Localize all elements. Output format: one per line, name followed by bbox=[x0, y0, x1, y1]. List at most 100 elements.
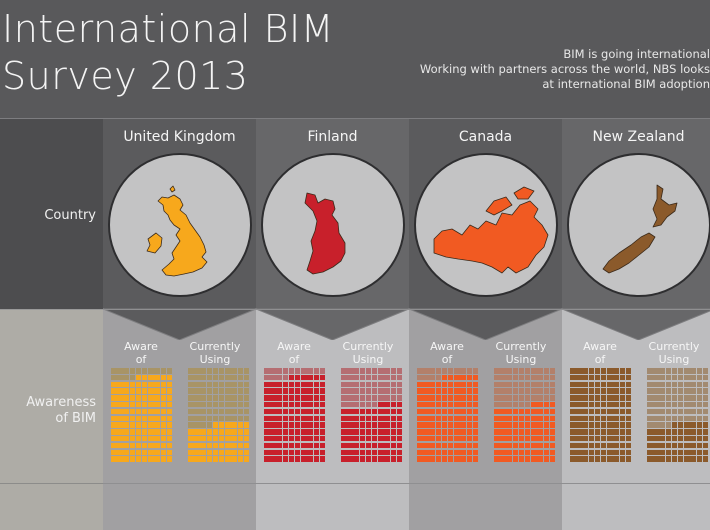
waffle-cell bbox=[194, 435, 200, 442]
waffle-cell bbox=[460, 422, 466, 428]
waffle-cell bbox=[435, 368, 442, 374]
waffle-cell bbox=[117, 415, 123, 422]
waffle-cell bbox=[313, 374, 319, 381]
waffle-cell bbox=[417, 408, 423, 415]
waffle-cell bbox=[659, 368, 665, 374]
waffle-cell bbox=[154, 388, 160, 394]
waffle-cell bbox=[396, 381, 403, 388]
waffle-cell bbox=[466, 449, 472, 456]
waffle-cell bbox=[264, 449, 270, 456]
waffle-cell bbox=[347, 449, 353, 456]
waffle-cell bbox=[524, 368, 531, 374]
waffle-cell bbox=[135, 388, 142, 394]
waffle-cell bbox=[396, 388, 403, 394]
waffle-cell bbox=[160, 395, 166, 401]
waffle-cell bbox=[319, 395, 326, 401]
waffle-cell bbox=[537, 449, 543, 456]
waffle-cell bbox=[512, 374, 519, 381]
waffle-cell bbox=[518, 435, 525, 442]
waffle-cell bbox=[288, 456, 295, 462]
columns-row-divider-1 bbox=[103, 309, 710, 310]
waffle-cell bbox=[353, 381, 359, 388]
waffle-cell bbox=[135, 442, 142, 449]
waffle-cell bbox=[690, 381, 696, 388]
waffle-cell bbox=[347, 368, 353, 374]
waffle-cell bbox=[166, 415, 173, 422]
waffle-cell bbox=[294, 449, 301, 456]
waffle-cell bbox=[647, 381, 653, 388]
waffle-cell bbox=[371, 374, 378, 381]
waffle-cell bbox=[166, 456, 173, 462]
waffle-cell bbox=[194, 395, 200, 401]
waffle-cell bbox=[307, 429, 313, 435]
waffle-cell bbox=[313, 442, 319, 449]
waffle-cell bbox=[524, 381, 531, 388]
waffle-cell bbox=[243, 408, 250, 415]
waffle-cell bbox=[270, 388, 276, 394]
waffle-cell bbox=[160, 435, 166, 442]
waffle-cell bbox=[423, 429, 429, 435]
waffle-cell bbox=[600, 442, 607, 449]
waffle-cell bbox=[441, 456, 448, 462]
waffle-cell bbox=[365, 388, 372, 394]
waffle-cell bbox=[647, 374, 653, 381]
waffle-cell bbox=[365, 422, 372, 428]
waffle-cell bbox=[347, 395, 353, 401]
waffle-cell bbox=[200, 388, 206, 394]
waffle-cell bbox=[353, 415, 359, 422]
waffle-cell bbox=[231, 408, 237, 415]
waffle-cell bbox=[677, 408, 684, 415]
waffle-cell bbox=[307, 381, 313, 388]
waffle-cell bbox=[111, 449, 117, 456]
waffle-cell bbox=[531, 381, 537, 388]
waffle-cell bbox=[194, 368, 200, 374]
waffle-cell bbox=[390, 442, 396, 449]
waffle-cell bbox=[276, 435, 282, 442]
waffle-cell bbox=[359, 395, 366, 401]
waffle-cell bbox=[696, 456, 702, 462]
waffle-cell bbox=[194, 449, 200, 456]
waffle-cell bbox=[396, 449, 403, 456]
waffle-cell bbox=[294, 422, 301, 428]
waffle-cell bbox=[231, 442, 237, 449]
waffle-cell bbox=[270, 456, 276, 462]
waffle-cell bbox=[429, 388, 435, 394]
waffle-cell bbox=[365, 401, 372, 408]
waffle-cell bbox=[671, 368, 678, 374]
waffle-cell bbox=[396, 374, 403, 381]
waffle-cell bbox=[160, 388, 166, 394]
waffle-cell bbox=[237, 415, 243, 422]
waffle-cell bbox=[588, 415, 595, 422]
waffle-cell bbox=[270, 408, 276, 415]
waffle-cell bbox=[500, 388, 506, 394]
waffle-cell bbox=[460, 429, 466, 435]
waffle-cell bbox=[506, 368, 512, 374]
waffle-cell bbox=[313, 456, 319, 462]
waffle-cell bbox=[600, 381, 607, 388]
waffle-cell bbox=[506, 415, 512, 422]
waffle-cell bbox=[417, 429, 423, 435]
waffle-cell bbox=[188, 415, 194, 422]
waffle-cell bbox=[531, 449, 537, 456]
waffle-cell bbox=[319, 449, 326, 456]
waffle-cell bbox=[353, 395, 359, 401]
waffle-cell bbox=[237, 442, 243, 449]
waffle-cell bbox=[549, 381, 556, 388]
waffle-cell bbox=[212, 395, 219, 401]
using-label-line-2: Using bbox=[658, 353, 690, 366]
waffle-cell bbox=[371, 422, 378, 428]
waffle-cell bbox=[690, 401, 696, 408]
waffle-cell bbox=[576, 429, 582, 435]
waffle-cell bbox=[276, 401, 282, 408]
waffle-cell bbox=[166, 435, 173, 442]
waffle-cell bbox=[188, 442, 194, 449]
waffle-cell bbox=[154, 408, 160, 415]
waffle-cell bbox=[653, 408, 659, 415]
waffle-cell bbox=[677, 415, 684, 422]
waffle-cell bbox=[549, 408, 556, 415]
waffle-cell bbox=[212, 429, 219, 435]
waffle-cell bbox=[429, 368, 435, 374]
waffle-cell bbox=[206, 415, 213, 422]
waffle-cell bbox=[347, 401, 353, 408]
waffle-cell bbox=[111, 422, 117, 428]
